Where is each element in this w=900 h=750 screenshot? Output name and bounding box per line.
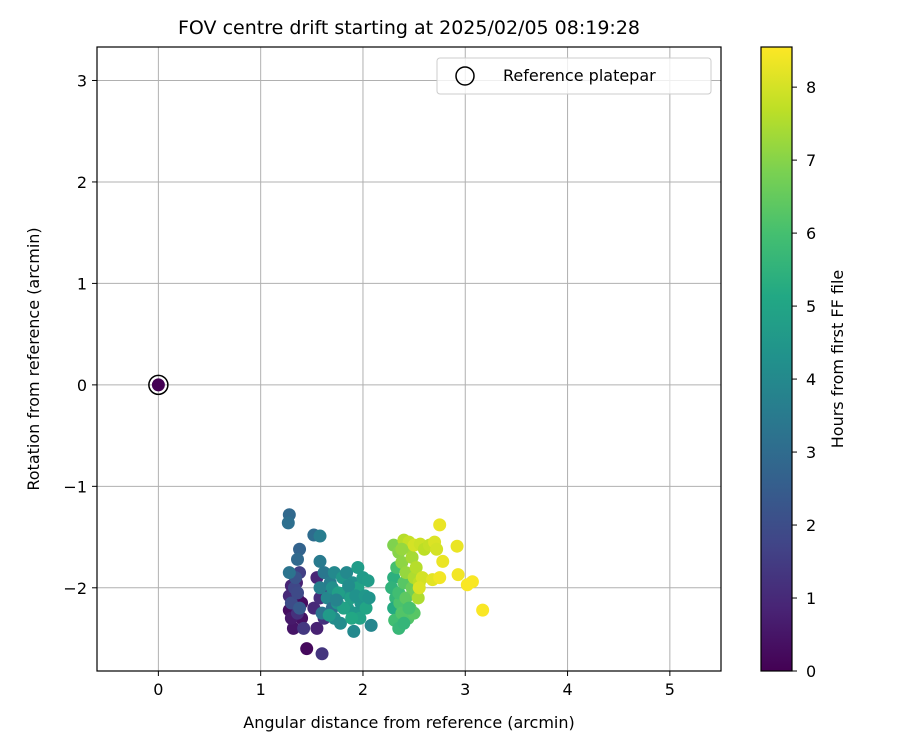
data-point	[293, 601, 307, 615]
data-point	[329, 593, 343, 607]
y-axis-ticks: −2 −1 0 1 2 3	[63, 71, 97, 598]
data-point	[345, 611, 359, 625]
data-point	[433, 518, 447, 532]
data-point	[322, 608, 336, 622]
data-point	[290, 552, 304, 566]
x-axis-ticks: 0 1 2 3 4 5	[153, 671, 675, 699]
data-point	[412, 581, 426, 595]
x-tick-label: 0	[153, 680, 163, 699]
data-point	[395, 555, 409, 569]
data-point	[362, 591, 376, 605]
data-point	[430, 542, 444, 556]
data-point	[451, 568, 465, 582]
x-tick-label: 3	[460, 680, 470, 699]
data-point	[293, 542, 307, 556]
data-point	[340, 566, 354, 580]
y-axis-label: Rotation from reference (arcmin)	[24, 227, 43, 490]
data-point	[347, 624, 361, 638]
data-point	[411, 591, 425, 605]
y-tick-label: 0	[77, 376, 87, 395]
data-point	[300, 642, 314, 656]
data-point	[282, 566, 296, 580]
legend-entry-label: Reference platepar	[503, 66, 656, 85]
colorbar-tick-label: 0	[806, 662, 816, 681]
data-point	[310, 621, 324, 635]
data-point	[281, 516, 295, 530]
y-tick-label: −1	[63, 477, 87, 496]
data-point	[333, 616, 347, 630]
x-tick-label: 5	[665, 680, 675, 699]
reference-point-ring	[148, 374, 169, 396]
colorbar-tick-label: 7	[806, 151, 816, 170]
legend: Reference platepar	[436, 57, 712, 95]
colorbar-tick-label: 6	[806, 224, 816, 243]
data-point	[387, 571, 401, 585]
data-point	[436, 554, 450, 568]
colorbar-gradient	[761, 47, 792, 671]
data-point	[313, 554, 327, 568]
x-axis-label: Angular distance from reference (arcmin)	[243, 713, 574, 732]
data-point	[342, 579, 356, 593]
legend-box	[436, 57, 712, 95]
data-point	[351, 561, 365, 575]
data-point	[395, 542, 409, 556]
data-point	[349, 589, 363, 603]
data-point	[297, 621, 311, 635]
colorbar-tick-label: 8	[806, 78, 816, 97]
data-point	[465, 575, 479, 589]
data-point	[476, 603, 490, 617]
data-point	[286, 621, 300, 635]
colorbar-tick-label: 2	[806, 516, 816, 535]
colorbar-tick-label: 3	[806, 443, 816, 462]
data-point	[397, 616, 411, 630]
legend-reference-marker	[455, 66, 475, 86]
x-tick-label: 1	[256, 680, 266, 699]
data-point	[361, 574, 375, 588]
data-point	[313, 529, 327, 543]
data-point	[450, 539, 464, 553]
data-point	[313, 581, 327, 595]
y-tick-label: 3	[77, 71, 87, 90]
reference-point-fill	[151, 378, 165, 392]
colorbar-ticks: 0 1 2 3 4 5 6 7 8	[792, 78, 816, 681]
chart-title: FOV centre drift starting at 2025/02/05 …	[178, 17, 640, 39]
colorbar-frame	[760, 46, 793, 672]
colorbar-tick-label: 1	[806, 589, 816, 608]
data-point	[399, 591, 413, 605]
y-tick-label: −2	[63, 579, 87, 598]
data-point	[415, 571, 429, 585]
colorbar-label: Hours from first FF file	[828, 270, 847, 449]
data-point	[402, 601, 416, 615]
data-point	[433, 571, 447, 585]
data-point	[409, 561, 423, 575]
data-point	[364, 618, 378, 632]
grid-lines	[97, 47, 721, 671]
colorbar-tick-label: 4	[806, 370, 816, 389]
data-points	[281, 508, 490, 661]
y-tick-label: 1	[77, 274, 87, 293]
x-tick-label: 4	[562, 680, 572, 699]
data-point	[290, 586, 304, 600]
data-point	[405, 550, 419, 564]
data-point	[315, 647, 329, 661]
plot-frame	[96, 46, 722, 672]
colorbar-tick-label: 5	[806, 297, 816, 316]
y-tick-label: 2	[77, 173, 87, 192]
reference-marker	[148, 374, 169, 396]
data-point	[359, 601, 373, 615]
data-point	[317, 566, 331, 580]
colorbar: 0 1 2 3 4 5 6 7 8 Hours from first FF file	[760, 46, 847, 681]
x-tick-label: 2	[358, 680, 368, 699]
